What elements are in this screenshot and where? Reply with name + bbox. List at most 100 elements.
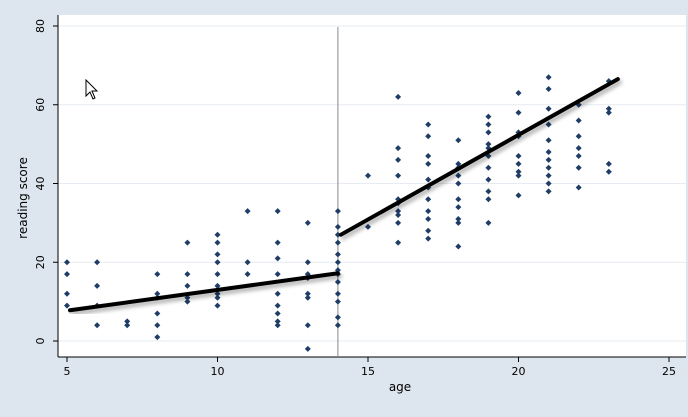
- data-point: [214, 294, 221, 301]
- y-tick-label: 60: [34, 98, 47, 112]
- data-point: [545, 86, 552, 92]
- data-point: [455, 196, 462, 203]
- data-point: [214, 282, 221, 289]
- data-point: [455, 172, 462, 179]
- y-axis-label: reading score: [16, 157, 30, 239]
- data-point: [395, 145, 402, 152]
- data-point: [334, 322, 341, 329]
- data-point: [244, 259, 251, 266]
- data-point: [545, 137, 552, 144]
- y-tick-label: 20: [34, 255, 47, 269]
- data-point: [425, 235, 432, 242]
- data-point: [425, 215, 432, 222]
- data-point: [304, 322, 311, 329]
- data-point: [455, 204, 462, 211]
- data-point: [334, 314, 341, 321]
- data-point: [154, 310, 161, 317]
- data-point: [304, 345, 311, 352]
- data-point: [184, 282, 191, 289]
- data-point: [575, 184, 582, 191]
- data-point: [334, 239, 341, 246]
- data-point: [455, 219, 462, 226]
- data-point: [605, 105, 612, 112]
- data-point: [515, 109, 522, 116]
- x-tick-label: 15: [361, 365, 375, 378]
- data-point: [515, 168, 522, 175]
- data-point: [575, 145, 582, 152]
- data-point: [334, 259, 341, 266]
- data-point: [395, 239, 402, 246]
- fit-line: [68, 271, 340, 313]
- data-point: [515, 192, 522, 199]
- data-point: [395, 219, 402, 226]
- data-point: [605, 160, 612, 167]
- data-point: [605, 109, 612, 116]
- data-point: [395, 93, 402, 100]
- data-point: [94, 259, 101, 266]
- data-point: [365, 172, 371, 179]
- data-point: [425, 208, 432, 215]
- data-point: [425, 121, 432, 128]
- data-point: [64, 302, 70, 309]
- data-point: [64, 271, 70, 278]
- axes: 0 20 40 60 80 5 10 15 20 25: [34, 15, 686, 378]
- data-point: [485, 164, 492, 171]
- data-point: [184, 239, 191, 246]
- fit-lines: [68, 77, 620, 313]
- data-point: [214, 302, 221, 309]
- data-point: [94, 282, 101, 289]
- data-point: [515, 172, 522, 179]
- data-point: [545, 172, 552, 179]
- data-point: [545, 149, 552, 155]
- data-point: [64, 259, 70, 266]
- data-point: [425, 176, 432, 183]
- data-point: [244, 271, 251, 278]
- data-point: [515, 160, 522, 167]
- plot-area: [58, 15, 686, 357]
- data-point: [274, 310, 281, 317]
- data-point: [214, 239, 221, 246]
- x-axis-label: age: [389, 380, 411, 394]
- data-point: [274, 255, 281, 262]
- data-point: [425, 152, 432, 159]
- y-tick-label: 0: [34, 338, 47, 345]
- data-point: [124, 318, 131, 325]
- data-point: [214, 231, 221, 238]
- data-point: [334, 208, 341, 215]
- x-tick-label: 25: [662, 365, 676, 378]
- data-point: [545, 105, 552, 112]
- data-point: [545, 156, 552, 163]
- data-point: [214, 271, 221, 278]
- data-point: [334, 290, 341, 297]
- data-point: [455, 243, 462, 250]
- data-point: [545, 164, 552, 171]
- data-point: [334, 223, 341, 230]
- data-point: [124, 322, 131, 329]
- data-point: [485, 121, 492, 128]
- data-point: [274, 302, 281, 309]
- data-point: [64, 290, 70, 297]
- data-point: [154, 290, 161, 297]
- data-point: [395, 212, 402, 218]
- data-point: [274, 290, 281, 297]
- data-point: [274, 208, 281, 215]
- data-point: [425, 227, 432, 234]
- data-point: [575, 133, 582, 140]
- y-tick-label: 40: [34, 177, 47, 191]
- data-point: [274, 318, 281, 325]
- data-point: [485, 188, 492, 195]
- data-point: [485, 176, 492, 183]
- data-point: [485, 141, 492, 148]
- data-point: [214, 259, 221, 266]
- data-point: [545, 180, 552, 187]
- data-point: [485, 129, 492, 136]
- data-point: [365, 223, 371, 230]
- data-point: [455, 215, 462, 222]
- data-points: [64, 74, 612, 352]
- data-point: [485, 113, 492, 120]
- fit-line: [338, 77, 620, 237]
- data-point: [575, 152, 582, 159]
- data-point: [425, 133, 432, 140]
